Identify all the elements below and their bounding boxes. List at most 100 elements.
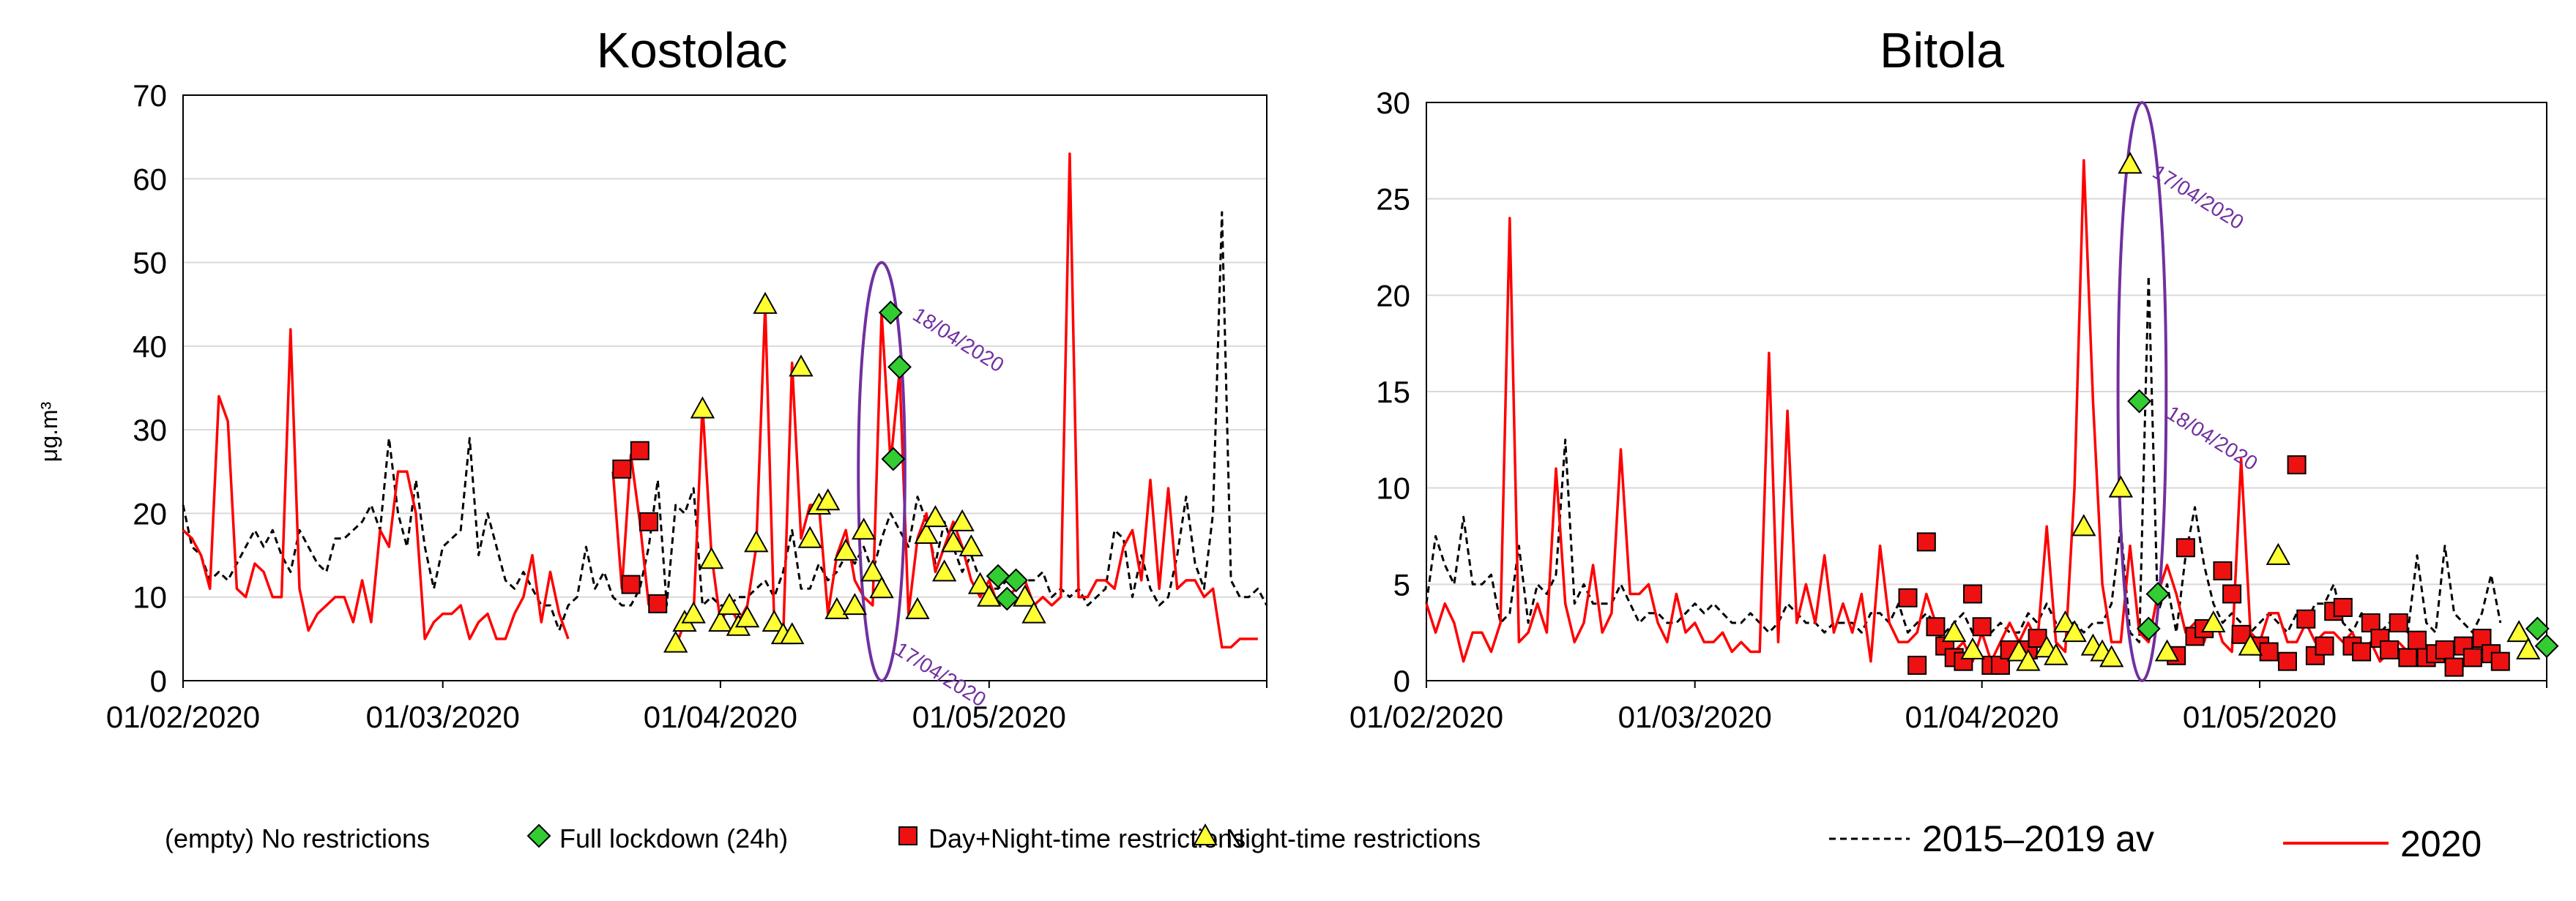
- marker-triangle: [2099, 645, 2124, 668]
- marker-triangle: [842, 593, 868, 616]
- marker-triangle: [2506, 620, 2531, 643]
- y-tick-label: 5: [1393, 567, 1410, 602]
- marker-diamond: [986, 564, 1010, 588]
- marker-triangle: [744, 530, 769, 553]
- marker-square: [630, 441, 649, 460]
- marker-triangle: [734, 605, 760, 628]
- marker-square: [1926, 617, 1946, 637]
- y-tick-label: 30: [133, 413, 167, 447]
- marker-diamond: [887, 355, 912, 379]
- x-tick-label: 01/03/2020: [1618, 700, 1772, 734]
- marker-square: [2398, 648, 2418, 668]
- highlight-ellipse: [857, 261, 907, 682]
- marker-triangle: [2238, 633, 2263, 656]
- marker-triangle: [815, 488, 841, 511]
- marker-triangle: [797, 526, 822, 548]
- legend-marker-square: [898, 826, 917, 845]
- plot-area: 0 10 20 30 40 50 60 70 01/02/2020 01/03/2020 01/04…: [106, 78, 1268, 734]
- date-annotation: 18/04/2020: [909, 303, 1008, 377]
- legend-label: (empty) No restrictions: [165, 823, 430, 853]
- chart-title: Kostolac: [597, 23, 788, 78]
- marker-triangle: [780, 622, 805, 645]
- marker-square: [2315, 636, 2334, 656]
- marker-square: [2463, 648, 2482, 668]
- marker-square: [1907, 655, 1927, 675]
- marker-square: [1990, 655, 2010, 675]
- marker-square: [2213, 561, 2233, 580]
- marker-square: [2444, 657, 2464, 677]
- marker-diamond: [2136, 616, 2161, 641]
- x-tick-label: 01/05/2020: [912, 700, 1066, 734]
- marker-triangle: [2006, 639, 2031, 662]
- marker-triangle: [905, 597, 930, 619]
- plot-frame: [182, 94, 1267, 681]
- marker-square: [2296, 609, 2316, 629]
- marker-triangle: [914, 521, 939, 544]
- marker-triangle: [2201, 610, 2226, 632]
- y-axis-label: μg.m³: [36, 401, 62, 462]
- marker-square: [2407, 630, 2427, 650]
- marker-square: [2287, 455, 2307, 475]
- marker-triangle: [1021, 601, 1046, 624]
- marker-triangle: [958, 534, 984, 557]
- marker-square: [1963, 584, 1983, 604]
- series-line-2015-2019-av: [182, 211, 1268, 632]
- x-tick-label: 01/04/2020: [1905, 700, 2059, 734]
- marker-triangle: [967, 572, 993, 594]
- marker-triangle: [1013, 584, 1038, 607]
- y-tick-label: 10: [1376, 471, 1410, 506]
- y-tick-label: 60: [133, 162, 167, 196]
- marker-diamond: [994, 586, 1019, 611]
- marker-square: [2222, 584, 2242, 604]
- plot-frame: [1426, 102, 2547, 681]
- marker-triangle: [2071, 514, 2096, 537]
- y-tick-label: 20: [133, 496, 167, 531]
- marker-triangle: [1960, 637, 1985, 659]
- marker-triangle: [923, 505, 948, 528]
- x-tick-label: 01/05/2020: [2183, 700, 2337, 734]
- y-tick-label: 70: [133, 78, 167, 113]
- chart-kostolac: Kostolac μg.m³ 0 10 20 30 40 50 60 70 01/02/2020…: [36, 23, 1268, 734]
- marker-triangle: [708, 609, 733, 632]
- marker-diamond: [2525, 616, 2550, 641]
- marker-triangle: [941, 530, 966, 553]
- legend-marker-triangle: [1193, 823, 1218, 845]
- marker-triangle: [931, 559, 957, 582]
- marker-triangle: [950, 509, 975, 531]
- marker-diamond: [2127, 389, 2152, 414]
- legend-marker-diamond: [526, 823, 551, 848]
- marker-triangle: [1942, 620, 1967, 643]
- marker-triangle: [2016, 648, 2041, 671]
- legend-label: Day+Night-time restrictions: [928, 823, 1246, 853]
- marker-triangle: [789, 354, 814, 377]
- marker-diamond: [2145, 582, 2170, 606]
- marker-triangle: [2108, 475, 2134, 498]
- y-tick-label: 50: [133, 246, 167, 280]
- marker-triangle: [762, 609, 786, 632]
- y-tick-label: 40: [133, 329, 167, 364]
- series-line-2020: [182, 152, 1258, 649]
- marker-triangle: [2062, 620, 2087, 643]
- marker-triangle: [2266, 542, 2291, 565]
- y-tick-label: 30: [1376, 86, 1410, 120]
- x-tick-label: 01/02/2020: [1350, 700, 1503, 734]
- y-tick-label: 10: [133, 580, 167, 615]
- y-tick-label: 0: [1393, 664, 1410, 698]
- y-tick-label: 25: [1376, 182, 1410, 217]
- marker-square: [1972, 617, 1992, 637]
- marker-triangle: [860, 559, 885, 582]
- marker-square: [2259, 642, 2279, 662]
- chart-title: Bitola: [1880, 23, 2004, 78]
- highlight-ellipse: [2116, 101, 2168, 682]
- marker-square: [639, 512, 659, 531]
- marker-triangle: [851, 517, 876, 540]
- date-annotation: 18/04/2020: [2162, 401, 2261, 475]
- legend-label: 2015–2019 av: [1922, 818, 2154, 859]
- marker-triangle: [2118, 152, 2143, 174]
- marker-square: [2490, 651, 2510, 671]
- marker-triangle: [824, 597, 849, 619]
- marker-triangle: [2516, 637, 2541, 659]
- marker-square: [612, 459, 632, 479]
